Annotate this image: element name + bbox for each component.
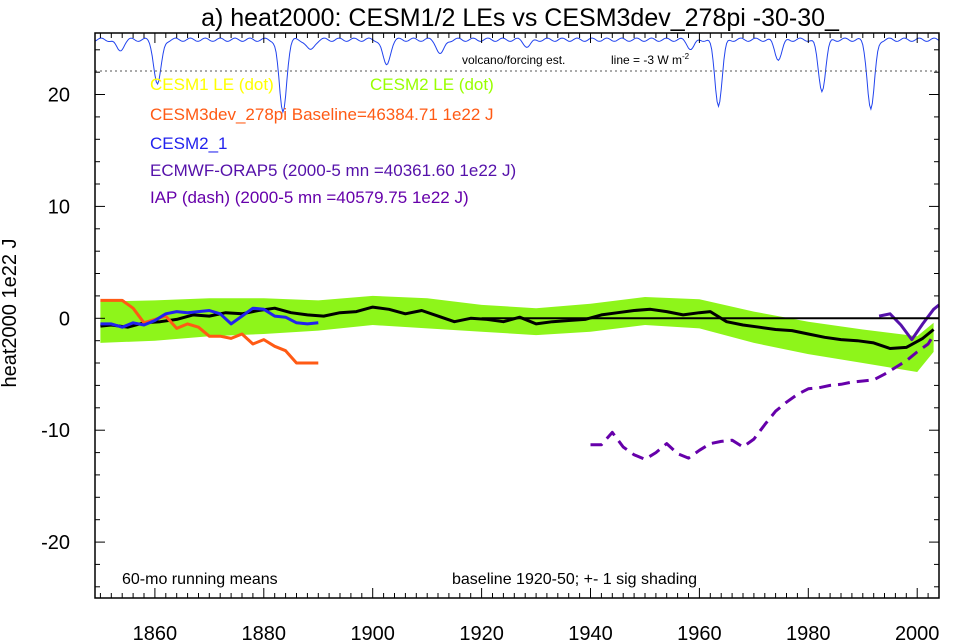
x-tick-label: 1980 (786, 623, 831, 641)
y-tick-label: 0 (59, 308, 70, 330)
volcano-forcing-trace (94, 37, 940, 114)
x-tick-label: 1880 (242, 623, 287, 641)
series-line-4 (878, 303, 940, 342)
y-tick-label: 10 (48, 196, 70, 218)
y-tick-label: 20 (48, 85, 70, 107)
baseline-note: baseline 1920-50; +- 1 sig shading (452, 571, 697, 588)
line-annotation-sup: -2 (682, 52, 690, 61)
volcano-forcing-layer (94, 37, 940, 114)
plot-frame (94, 32, 940, 599)
line-annotation: line = -3 W m-2 (611, 52, 690, 67)
axis-tick-labels: 1860 1880 1900 1920 1940 1960 1980 2000 20 10 0 -10… (41, 85, 939, 641)
legend: CESM1 LE (dot) CESM2 LE (dot) CESM3dev_2… (150, 75, 516, 207)
running-mean-note: 60-mo running means (122, 571, 278, 588)
legend-cesm2-le: CESM2 LE (dot) (370, 75, 494, 94)
series-line-2 (100, 306, 319, 329)
chart-title: a) heat2000: CESM1/2 LEs vs CESM3dev_278… (201, 4, 840, 32)
legend-cesm2-1: CESM2_1 (150, 134, 227, 153)
axis-ticks (95, 33, 940, 598)
x-tick-label: 1860 (133, 623, 178, 641)
series-line-1 (100, 298, 319, 365)
y-tick-label: -20 (41, 532, 70, 554)
line-annotation-main: line = -3 W m (611, 53, 682, 67)
x-tick-label: 1900 (350, 623, 395, 641)
x-tick-label: 1960 (677, 623, 722, 641)
x-tick-label: 1940 (568, 623, 613, 641)
series-line-3 (590, 334, 935, 461)
legend-cesm1-le: CESM1 LE (dot) (150, 75, 274, 94)
series-layer (100, 298, 940, 461)
volcano-annotation: volcano/forcing est. (462, 53, 565, 67)
legend-ecmwf-orap5: ECMWF-ORAP5 (2000-5 mn =40361.60 1e22 J) (150, 161, 516, 180)
annotations: volcano/forcing est. line = -3 W m-2 60-… (122, 52, 697, 588)
x-tick-label: 2000 (895, 623, 940, 641)
y-tick-label: -10 (41, 420, 70, 442)
legend-cesm3dev: CESM3dev_278pi Baseline=46384.71 1e22 J (150, 105, 494, 124)
x-tick-label: 1920 (459, 623, 504, 641)
y-axis-label: heat2000 1e22 J (0, 238, 21, 387)
legend-iap: IAP (dash) (2000-5 mn =40579.75 1e22 J) (150, 188, 469, 207)
series-line-0 (100, 305, 935, 350)
plot-area: 1860 1880 1900 1920 1940 1960 1980 2000 20 10 0 -10… (41, 32, 940, 641)
